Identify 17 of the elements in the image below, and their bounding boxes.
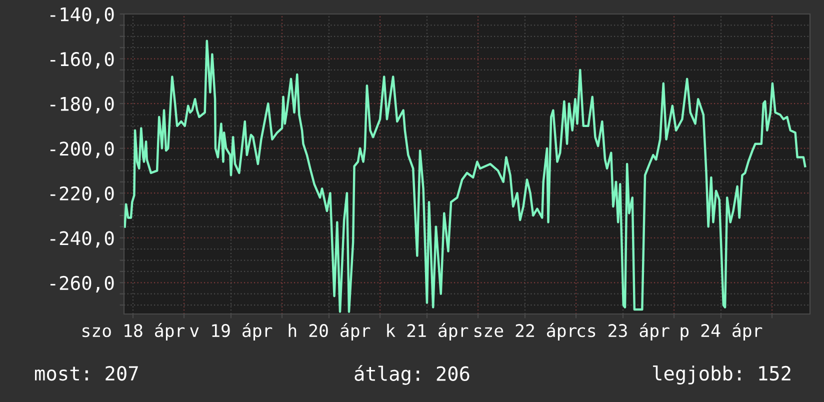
x-tick-label: h 20 ápr <box>288 323 370 341</box>
x-tick-label: p 24 ápr <box>680 323 762 341</box>
y-tick-label: -260,0 <box>50 276 114 292</box>
y-tick-label: -180,0 <box>50 96 114 114</box>
x-tick-label: sze 22 ápr <box>474 323 577 341</box>
y-tick-label: -140,0 <box>50 7 114 24</box>
y-tick-label: -160,0 <box>50 52 114 69</box>
x-tick-label: v 19 ápr <box>190 323 272 341</box>
text: most: 207 <box>35 366 138 381</box>
x-tick-label: szo 18 ápr <box>82 323 185 341</box>
y-tick-label: -220,0 <box>50 186 114 203</box>
x-tick-label: k 21 ápr <box>387 323 468 341</box>
x-tick-label: cs 23 ápr <box>578 323 670 341</box>
text: átlag: 206 <box>354 365 470 385</box>
y-tick-label: -240,0 <box>50 231 114 248</box>
y-tick-label: -200,0 <box>50 142 114 158</box>
text: legjobb: 152 <box>653 365 790 385</box>
